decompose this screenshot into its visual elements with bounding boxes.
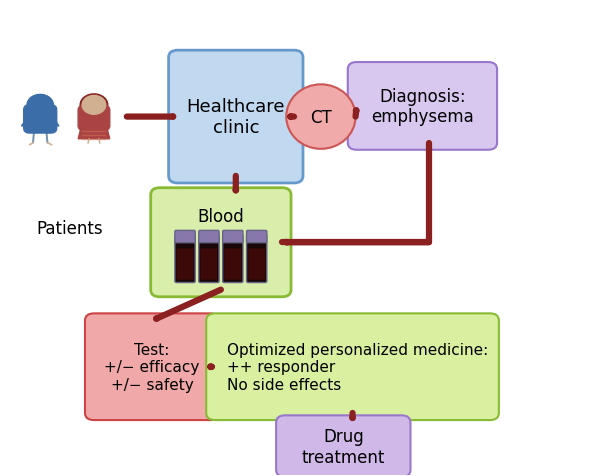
Circle shape <box>80 95 108 117</box>
Text: Test:
+/− efficacy
+/− safety: Test: +/− efficacy +/− safety <box>104 342 200 392</box>
FancyBboxPatch shape <box>276 416 410 476</box>
FancyBboxPatch shape <box>175 235 195 283</box>
Wedge shape <box>27 95 53 106</box>
Ellipse shape <box>286 85 356 149</box>
FancyBboxPatch shape <box>223 235 243 283</box>
FancyBboxPatch shape <box>199 235 219 283</box>
FancyBboxPatch shape <box>200 249 217 280</box>
Text: Blood: Blood <box>197 207 244 225</box>
FancyBboxPatch shape <box>151 188 291 297</box>
FancyBboxPatch shape <box>199 231 219 243</box>
FancyBboxPatch shape <box>85 314 220 420</box>
Text: Optimized personalized medicine:
++ responder
No side effects: Optimized personalized medicine: ++ resp… <box>227 342 488 392</box>
Text: Drug
treatment: Drug treatment <box>302 427 385 466</box>
Text: Healthcare
clinic: Healthcare clinic <box>187 98 285 137</box>
Text: Patients: Patients <box>37 219 103 238</box>
Polygon shape <box>78 127 110 139</box>
FancyBboxPatch shape <box>247 231 267 243</box>
Text: CT: CT <box>310 109 332 126</box>
FancyBboxPatch shape <box>348 63 497 150</box>
FancyBboxPatch shape <box>224 249 241 280</box>
FancyBboxPatch shape <box>175 231 195 243</box>
Circle shape <box>28 96 53 116</box>
FancyBboxPatch shape <box>223 231 243 243</box>
FancyBboxPatch shape <box>78 106 110 131</box>
FancyBboxPatch shape <box>24 106 56 134</box>
Circle shape <box>82 96 106 115</box>
FancyBboxPatch shape <box>169 51 303 184</box>
FancyBboxPatch shape <box>206 314 499 420</box>
Text: Diagnosis:
emphysema: Diagnosis: emphysema <box>371 87 474 126</box>
FancyBboxPatch shape <box>176 249 193 280</box>
FancyBboxPatch shape <box>247 235 267 283</box>
FancyBboxPatch shape <box>248 249 265 280</box>
